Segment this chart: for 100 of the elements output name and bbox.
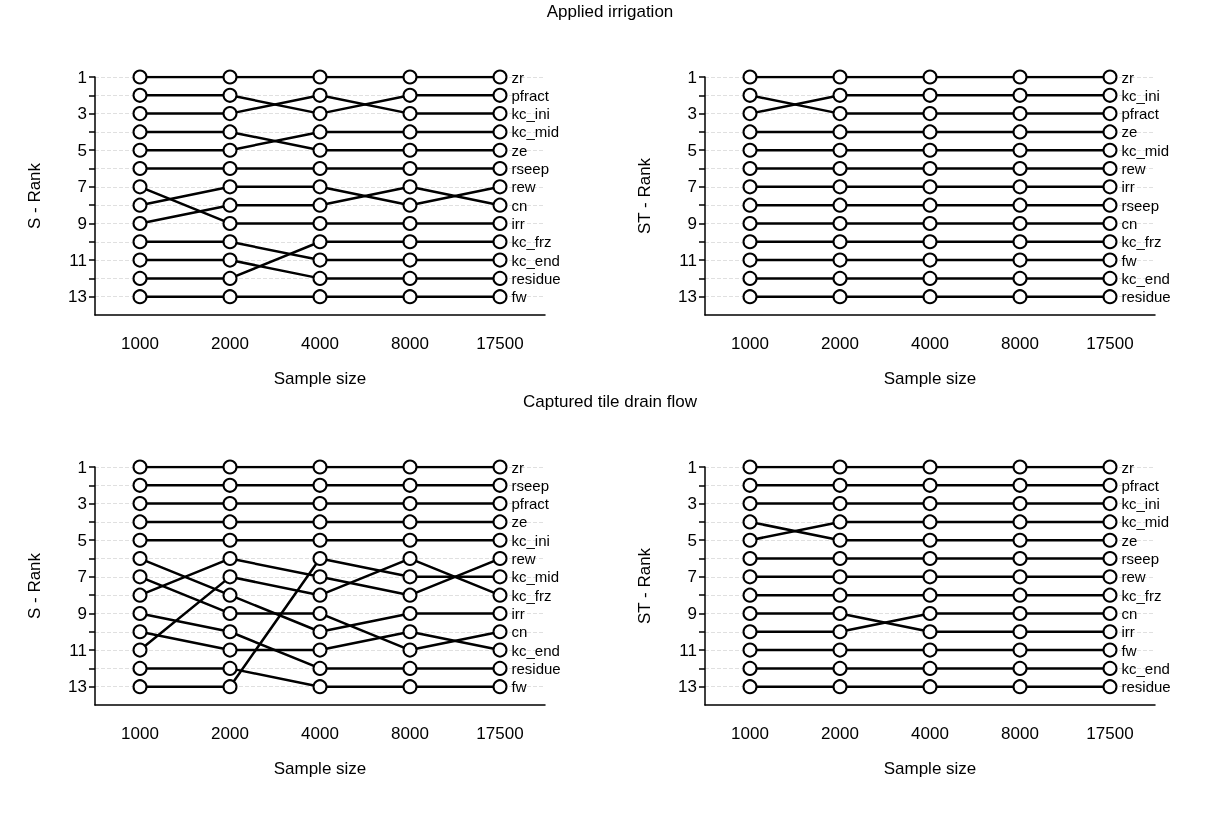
point — [922, 679, 938, 695]
point — [312, 660, 328, 676]
series-label: ze — [1121, 123, 1138, 141]
x-tick-label: 4000 — [911, 724, 949, 743]
series-label: kc_end — [1121, 659, 1170, 677]
x-axis-title: Sample size — [883, 369, 977, 388]
series-label: kc_ini — [511, 531, 550, 549]
point — [312, 179, 328, 195]
point — [492, 197, 508, 213]
x-axis-title: Sample size — [273, 759, 367, 778]
point — [402, 624, 418, 640]
series-label: pfract — [511, 86, 550, 104]
point — [402, 642, 418, 658]
point — [922, 234, 938, 250]
point — [832, 477, 848, 493]
series-label: kc_ini — [1121, 495, 1160, 513]
point — [832, 496, 848, 512]
point — [1012, 514, 1028, 530]
y-tick-label: 3 — [77, 104, 87, 124]
y-tick-label: 7 — [687, 567, 697, 587]
point — [742, 234, 758, 250]
point — [402, 679, 418, 695]
y-tick-label: 11 — [679, 250, 697, 270]
point — [832, 270, 848, 286]
point — [832, 624, 848, 640]
point — [922, 289, 938, 305]
point — [402, 551, 418, 567]
point — [742, 532, 758, 548]
point — [222, 624, 238, 640]
point — [742, 514, 758, 530]
y-tick-label: 1 — [687, 457, 697, 477]
point — [832, 532, 848, 548]
series-label: ze — [1121, 531, 1138, 549]
point — [222, 496, 238, 512]
point — [1012, 587, 1028, 603]
series-label: rew — [511, 550, 536, 568]
point — [832, 252, 848, 268]
x-tick-label: 1000 — [731, 334, 769, 353]
point — [492, 532, 508, 548]
point — [1102, 569, 1118, 585]
series-label: cn — [511, 623, 528, 641]
point — [492, 215, 508, 231]
point — [402, 106, 418, 122]
text: Captured tile drain flow — [522, 392, 698, 412]
point — [132, 660, 148, 676]
point — [742, 660, 758, 676]
point — [922, 142, 938, 158]
point — [742, 161, 758, 177]
point — [132, 459, 148, 475]
x-tick-label: 1000 — [731, 724, 769, 743]
y-tick-label: 9 — [687, 213, 697, 233]
y-tick-label: 5 — [687, 530, 697, 550]
point — [742, 69, 758, 85]
point — [1102, 106, 1118, 122]
point — [922, 161, 938, 177]
y-tick-label: 7 — [77, 177, 87, 197]
point — [832, 161, 848, 177]
point — [1012, 642, 1028, 658]
point — [402, 587, 418, 603]
text: Applied irrigation — [545, 2, 675, 22]
y-tick-label: 11 — [679, 640, 697, 660]
point — [922, 459, 938, 475]
point — [132, 124, 148, 140]
point — [402, 660, 418, 676]
point — [1102, 551, 1118, 567]
series-label: zr — [1121, 458, 1134, 476]
series-label: rew — [1121, 568, 1146, 586]
point — [312, 234, 328, 250]
point — [132, 161, 148, 177]
point — [312, 161, 328, 177]
series-label: kc_frz — [511, 586, 552, 604]
y-tick-label: 11 — [69, 250, 87, 270]
point — [1012, 197, 1028, 213]
point — [922, 477, 938, 493]
point — [742, 477, 758, 493]
point — [742, 106, 758, 122]
point — [312, 197, 328, 213]
x-tick-label: 1000 — [121, 334, 159, 353]
point — [132, 69, 148, 85]
point — [312, 270, 328, 286]
y-tick-label: 13 — [68, 287, 87, 307]
point — [1102, 514, 1118, 530]
point — [222, 197, 238, 213]
point — [1012, 270, 1028, 286]
point — [1012, 252, 1028, 268]
point — [492, 179, 508, 195]
x-tick-label: 4000 — [911, 334, 949, 353]
point — [922, 605, 938, 621]
series-label: residue — [511, 659, 561, 677]
point — [832, 569, 848, 585]
y-axis-title: ST - Rank — [635, 547, 654, 625]
point — [222, 587, 238, 603]
series-label: rseep — [1121, 550, 1160, 568]
point — [312, 477, 328, 493]
point — [132, 179, 148, 195]
point — [1102, 496, 1118, 512]
y-tick-label: 9 — [77, 213, 87, 233]
point — [402, 179, 418, 195]
point — [402, 161, 418, 177]
point — [1012, 87, 1028, 103]
